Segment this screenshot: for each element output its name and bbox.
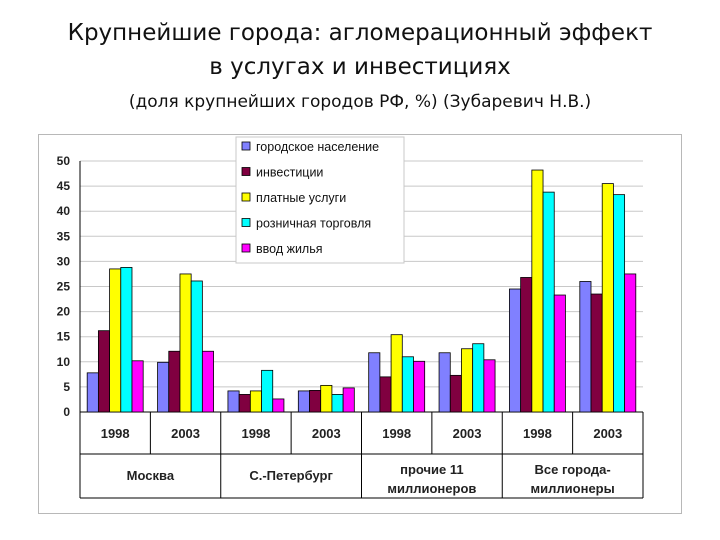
bar [531, 169, 544, 413]
legend-swatch [241, 243, 251, 253]
bar [309, 390, 322, 413]
bar [272, 398, 285, 413]
legend-label: розничная торговля [256, 217, 371, 231]
x-tick-label: 2003 [312, 426, 341, 441]
bar [509, 288, 522, 413]
bar [342, 387, 355, 413]
legend-label: инвестиции [256, 166, 323, 180]
y-tick-label: 50 [57, 154, 71, 168]
y-tick-label: 20 [57, 305, 71, 319]
bar [261, 369, 274, 413]
y-tick-label: 25 [57, 280, 71, 294]
legend-box [235, 136, 405, 264]
bar [120, 267, 133, 413]
bar [331, 394, 344, 413]
y-tick-label: 40 [57, 204, 71, 218]
bar [179, 273, 192, 413]
bar [579, 281, 592, 413]
x-tick-label: 1998 [101, 426, 130, 441]
legend-swatch [241, 167, 251, 176]
x-tick-label: 1998 [523, 426, 552, 441]
bar [249, 390, 262, 413]
bar [483, 359, 496, 413]
chart-subtitle: (доля крупнейших городов РФ, %) (Зубарев… [128, 92, 592, 112]
bar [297, 390, 310, 413]
group-label: миллионеров [387, 481, 476, 496]
bar [109, 268, 122, 413]
legend-swatch [241, 141, 251, 151]
x-tick-label: 2003 [171, 426, 200, 441]
x-tick-label: 1998 [382, 426, 411, 441]
bar [368, 352, 381, 413]
legend-swatch [241, 192, 251, 202]
legend-label: платные услуги [256, 191, 346, 205]
bar [601, 183, 614, 413]
group-label: миллионеры [531, 481, 615, 496]
x-tick-label: 2003 [593, 426, 622, 441]
bar [131, 360, 144, 413]
y-tick-label: 45 [57, 179, 71, 193]
y-tick-label: 10 [57, 355, 71, 369]
bar [553, 294, 566, 413]
legend-label: городское население [256, 140, 379, 154]
bar [238, 394, 251, 413]
y-tick-label: 5 [63, 380, 70, 394]
bar [590, 293, 603, 413]
bar [472, 343, 485, 413]
y-tick-label: 30 [57, 254, 71, 268]
bar [449, 374, 462, 413]
bar [401, 356, 414, 413]
y-tick-label: 0 [63, 405, 70, 419]
legend-swatch [241, 218, 251, 227]
x-tick-label: 2003 [453, 426, 482, 441]
group-label: С.-Петербург [249, 468, 333, 483]
bar [520, 277, 533, 413]
group-label: Все города- [535, 462, 611, 477]
bar [320, 384, 333, 413]
x-tick-label: 1998 [241, 426, 270, 441]
legend-label: ввод жилья [256, 242, 323, 256]
y-tick-label: 15 [57, 330, 71, 344]
bar [201, 350, 214, 413]
chart-title-line1: Крупнейшие города: агломерационный эффек… [67, 20, 653, 46]
y-tick-label: 35 [57, 229, 71, 243]
bar [390, 334, 403, 413]
bar [86, 372, 99, 413]
bar [438, 352, 451, 413]
bar [97, 330, 110, 413]
bar [413, 360, 426, 413]
bar [190, 280, 203, 413]
group-label: прочие 11 [400, 462, 464, 477]
bar [461, 348, 474, 413]
bar [613, 194, 626, 413]
bar [379, 376, 392, 413]
group-label: Москва [127, 468, 175, 483]
bar [168, 350, 181, 413]
bar [624, 273, 637, 413]
bar [542, 191, 555, 413]
bar [227, 390, 240, 413]
bar [157, 361, 170, 413]
chart-title-line2: в услугах и инвестициях [209, 54, 511, 80]
